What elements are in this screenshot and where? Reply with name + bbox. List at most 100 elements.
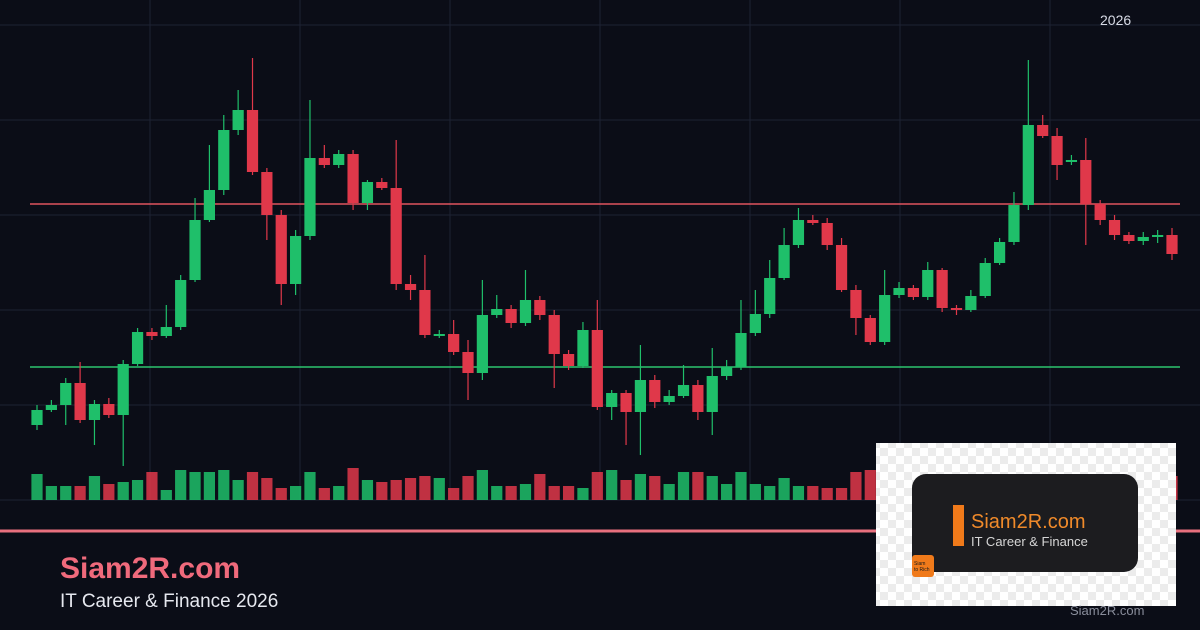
candle-body xyxy=(390,188,402,284)
candle-body xyxy=(1022,125,1034,205)
candle-body xyxy=(45,405,57,410)
volume-bar xyxy=(792,486,805,500)
candle-body xyxy=(1108,220,1121,235)
candle-body xyxy=(462,352,474,373)
badge-card xyxy=(912,474,1138,572)
volume-bar xyxy=(606,470,618,500)
volume-bar xyxy=(649,476,661,500)
candle-body xyxy=(950,308,963,310)
volume-bar xyxy=(203,472,216,500)
brand-name: Siam2R.com xyxy=(60,552,240,585)
candle-body xyxy=(448,334,460,352)
candle-body xyxy=(505,309,517,323)
candle-body xyxy=(1137,237,1149,241)
volume-bar xyxy=(692,472,704,500)
candle-body xyxy=(404,284,417,290)
candle-body xyxy=(290,236,302,284)
volume-bar xyxy=(677,472,690,500)
volume-bar xyxy=(548,486,560,500)
volume-bar xyxy=(491,486,503,500)
candle-body xyxy=(203,190,216,220)
badge-accent xyxy=(953,505,964,546)
candle-body xyxy=(376,182,388,188)
candle-body xyxy=(88,404,101,420)
badge-icon-text: to Rich xyxy=(914,567,930,573)
volume-bar xyxy=(376,482,388,500)
year-label: 2026 xyxy=(1100,12,1131,28)
candle-body xyxy=(246,110,259,172)
candle-body xyxy=(879,295,891,342)
candle-body xyxy=(31,410,43,425)
volume-bar xyxy=(404,478,417,500)
candle-body xyxy=(606,393,618,407)
volume-bar xyxy=(361,480,374,500)
candle-body xyxy=(792,220,805,245)
candle-body xyxy=(764,278,776,314)
candle-body xyxy=(1008,205,1020,242)
volume-bar xyxy=(778,478,790,500)
volume-bar xyxy=(821,488,833,500)
candle-body xyxy=(275,215,287,284)
candle-body xyxy=(663,396,675,402)
candle-body xyxy=(620,393,632,412)
brand-tagline: IT Career & Finance 2026 xyxy=(60,591,278,612)
candle-body xyxy=(548,315,560,354)
volume-bar xyxy=(218,470,230,500)
footer-text: Siam2R.com xyxy=(1070,603,1144,618)
volume-bar xyxy=(476,470,488,500)
volume-bar xyxy=(534,474,546,500)
candle-body xyxy=(534,300,546,315)
candle-body xyxy=(304,158,316,236)
volume-bar xyxy=(31,474,43,500)
candle-body xyxy=(993,242,1006,263)
candle-body xyxy=(965,296,977,310)
candle-body xyxy=(735,333,747,367)
volume-bar xyxy=(562,486,575,500)
candle-body xyxy=(835,245,848,290)
candle-body xyxy=(261,172,273,215)
candle-body xyxy=(103,404,115,415)
volume-bar xyxy=(160,490,172,500)
volume-bar xyxy=(807,486,819,500)
candle-body xyxy=(1080,160,1092,204)
volume-bar xyxy=(835,488,848,500)
volume-bar xyxy=(462,476,474,500)
candle-body xyxy=(491,309,503,315)
candle-body xyxy=(232,110,244,130)
volume-bar xyxy=(433,478,445,500)
volume-bar xyxy=(246,472,259,500)
badge-icon xyxy=(912,555,934,577)
candle-body xyxy=(749,314,761,333)
candle-body xyxy=(850,290,862,318)
candle-body xyxy=(807,220,819,223)
volume-bar xyxy=(60,486,72,500)
candle-body xyxy=(333,154,345,165)
candle-body xyxy=(1065,160,1078,162)
volume-bar xyxy=(304,472,316,500)
volume-bar xyxy=(419,476,431,500)
candle-body xyxy=(117,364,129,415)
candle-body xyxy=(907,288,919,297)
candle-body xyxy=(634,380,647,412)
badge-name: Siam2R.com xyxy=(971,511,1085,533)
volume-bar xyxy=(390,480,402,500)
candle-body xyxy=(893,288,905,295)
grid xyxy=(0,0,1200,501)
candle-body xyxy=(936,270,948,308)
volume-bar xyxy=(749,484,761,500)
candle-body xyxy=(677,385,690,396)
candle-body xyxy=(218,130,230,190)
volume-bar xyxy=(261,478,273,500)
candle-body xyxy=(864,318,876,342)
volume-bar xyxy=(864,470,876,500)
volume-bar xyxy=(706,476,718,500)
volume-bar xyxy=(290,486,302,500)
volume-bar xyxy=(189,472,201,500)
volume-bar xyxy=(131,480,144,500)
candle-body xyxy=(519,300,532,323)
candle-body xyxy=(476,315,488,373)
candle-body xyxy=(1094,204,1106,220)
candle-body xyxy=(60,383,72,405)
